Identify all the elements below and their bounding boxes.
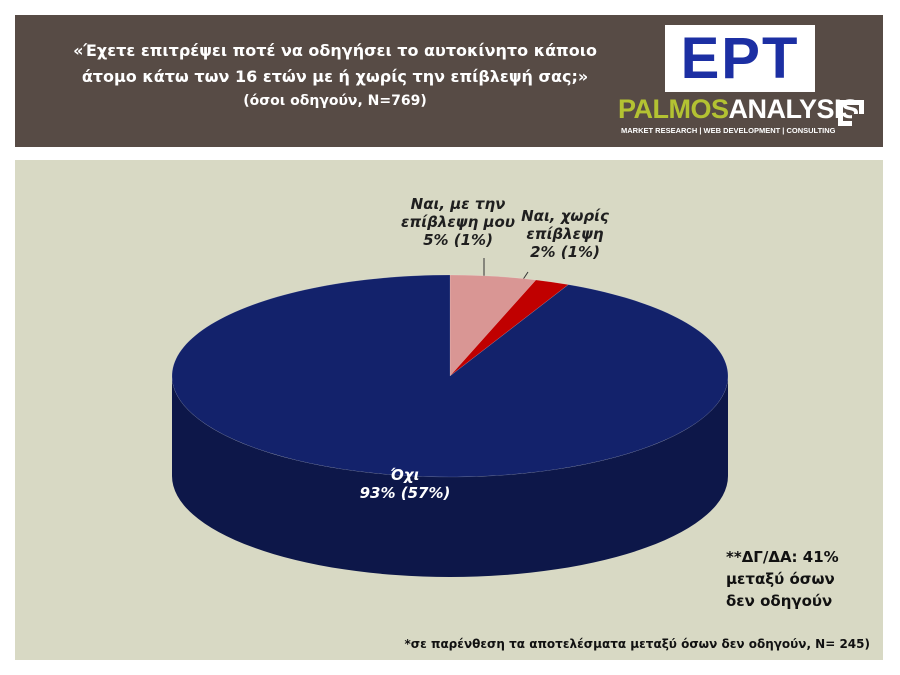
logo-icon bbox=[838, 100, 864, 126]
category-label: Ναι, χωρίς επίβλεψη bbox=[521, 207, 609, 243]
category-label: Όχι bbox=[390, 466, 420, 484]
logo-box: ΕΡΤ bbox=[665, 25, 815, 92]
subtitle: (όσοι οδηγούν, Ν=769) bbox=[243, 93, 427, 109]
slice-label: Ναι, με την επίβλεψη μου 5% (1%) bbox=[388, 195, 528, 249]
category-label: Ναι, με την επίβλεψη μου bbox=[401, 195, 515, 231]
logo-tagline: MARKET RESEARCH | WEB DEVELOPMENT | CONS… bbox=[621, 126, 836, 135]
value-label: 93% (57%) bbox=[359, 484, 451, 502]
logo-name: PALMOSANALYSIS bbox=[618, 94, 859, 125]
pie-side bbox=[172, 376, 728, 577]
slice-label: Όχι 93% (57%) bbox=[330, 466, 480, 502]
logo-ert: ΕΡΤ bbox=[680, 26, 800, 91]
logo-icon-cut bbox=[852, 114, 870, 132]
value-label: 2% (1%) bbox=[530, 243, 600, 261]
pie-slice bbox=[449, 279, 569, 377]
title-line: άτομο κάτω των 16 ετών με ή χωρίς την επ… bbox=[81, 67, 589, 86]
logo-name-first: PALMOS bbox=[618, 94, 729, 124]
value-label: 5% (1%) bbox=[423, 231, 493, 249]
dk-na-note: **ΔΓ/ΔΑ: 41% μεταξύ όσων δεν οδηγούν bbox=[726, 548, 839, 610]
footnote: *σε παρένθεση τα αποτελέσματα μεταξύ όσω… bbox=[404, 637, 870, 651]
pie-slice bbox=[171, 274, 729, 478]
slice-label: Ναι, χωρίς επίβλεψη 2% (1%) bbox=[515, 207, 615, 261]
title-line: «Έχετε επιτρέψει ποτέ να οδηγήσει το αυτ… bbox=[73, 41, 597, 60]
logo-name-second: ANALYSIS bbox=[728, 94, 860, 124]
pie-slice bbox=[449, 274, 537, 377]
